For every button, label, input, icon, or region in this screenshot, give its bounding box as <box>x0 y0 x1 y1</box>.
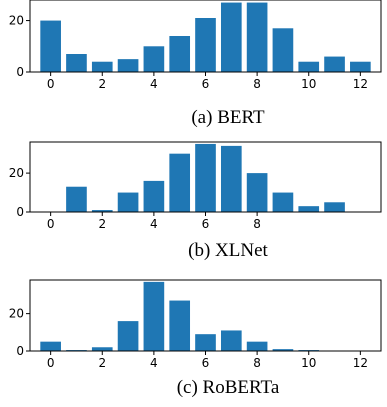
xlnet-bar <box>143 180 165 212</box>
bert-xtick-label: 6 <box>202 77 210 91</box>
xlnet-bar <box>66 186 87 212</box>
roberta-xtick-label: 10 <box>301 356 316 370</box>
xlnet-xtick-label: 4 <box>150 217 158 231</box>
roberta-bar <box>117 321 139 351</box>
caption-xlnet: (b) XLNet <box>188 240 268 261</box>
roberta-xtick-label: 4 <box>150 356 158 370</box>
bert-bar <box>350 61 371 72</box>
xlnet-bar <box>91 210 113 212</box>
bert-bar <box>66 54 87 72</box>
roberta-bar <box>220 330 242 351</box>
roberta-bar <box>169 300 191 351</box>
xlnet-bar <box>195 143 216 212</box>
xlnet-bar <box>117 192 139 212</box>
bert-xtick-label: 8 <box>253 77 261 91</box>
roberta-bar <box>246 341 268 351</box>
roberta-bar <box>143 281 165 351</box>
bert-bar <box>195 18 216 72</box>
roberta-bar <box>40 341 61 351</box>
xlnet-bar <box>298 206 320 212</box>
roberta-bar <box>91 347 113 351</box>
xlnet-bar <box>272 192 294 212</box>
xlnet-xtick-label: 2 <box>98 217 106 231</box>
panel-xlnet: 0 2 4 6 8 0 20 <box>9 141 382 231</box>
roberta-xtick-label: 8 <box>253 356 261 370</box>
xlnet-xtick-label: 0 <box>47 217 55 231</box>
bert-xtick-label: 0 <box>47 77 55 91</box>
bert-ytick-label: 20 <box>9 14 24 28</box>
roberta-xtick-label: 12 <box>353 356 368 370</box>
panel-roberta: 0 2 4 6 8 10 12 0 20 <box>9 279 382 370</box>
roberta-xtick-label: 6 <box>202 356 210 370</box>
xlnet-xtick-label: 8 <box>253 217 261 231</box>
roberta-bar <box>195 334 216 351</box>
bert-bar <box>298 61 320 72</box>
bert-bar <box>91 61 113 72</box>
xlnet-ytick-label: 20 <box>9 166 24 180</box>
xlnet-bar <box>246 173 268 212</box>
bert-bar <box>40 20 61 72</box>
bert-bar <box>272 28 294 72</box>
bert-bar <box>169 36 191 72</box>
bert-xtick-label: 4 <box>150 77 158 91</box>
bert-bar <box>117 59 139 72</box>
bert-bar <box>324 56 345 72</box>
panel-bert: 0 2 4 6 8 10 12 0 20 <box>9 0 382 91</box>
roberta-xtick-label: 0 <box>47 356 55 370</box>
caption-roberta: (c) RoBERTa <box>177 377 280 398</box>
xlnet-xtick-label: 6 <box>202 217 210 231</box>
roberta-ytick-label: 0 <box>16 344 24 358</box>
roberta-bar <box>272 349 294 351</box>
bert-xtick-label: 12 <box>353 77 368 91</box>
xlnet-bar <box>324 202 345 212</box>
roberta-xtick-label: 2 <box>98 356 106 370</box>
xlnet-bar <box>169 153 191 212</box>
bert-xtick-label: 2 <box>98 77 106 91</box>
bert-ytick-label: 0 <box>16 65 24 79</box>
bert-bar <box>220 2 242 73</box>
xlnet-bar <box>220 145 242 212</box>
caption-bert: (a) BERT <box>191 107 265 128</box>
bert-bar <box>143 46 165 72</box>
xlnet-ytick-label: 0 <box>16 205 24 219</box>
bert-xtick-label: 10 <box>301 77 316 91</box>
roberta-ytick-label: 20 <box>9 307 24 321</box>
bert-bar <box>246 2 268 73</box>
